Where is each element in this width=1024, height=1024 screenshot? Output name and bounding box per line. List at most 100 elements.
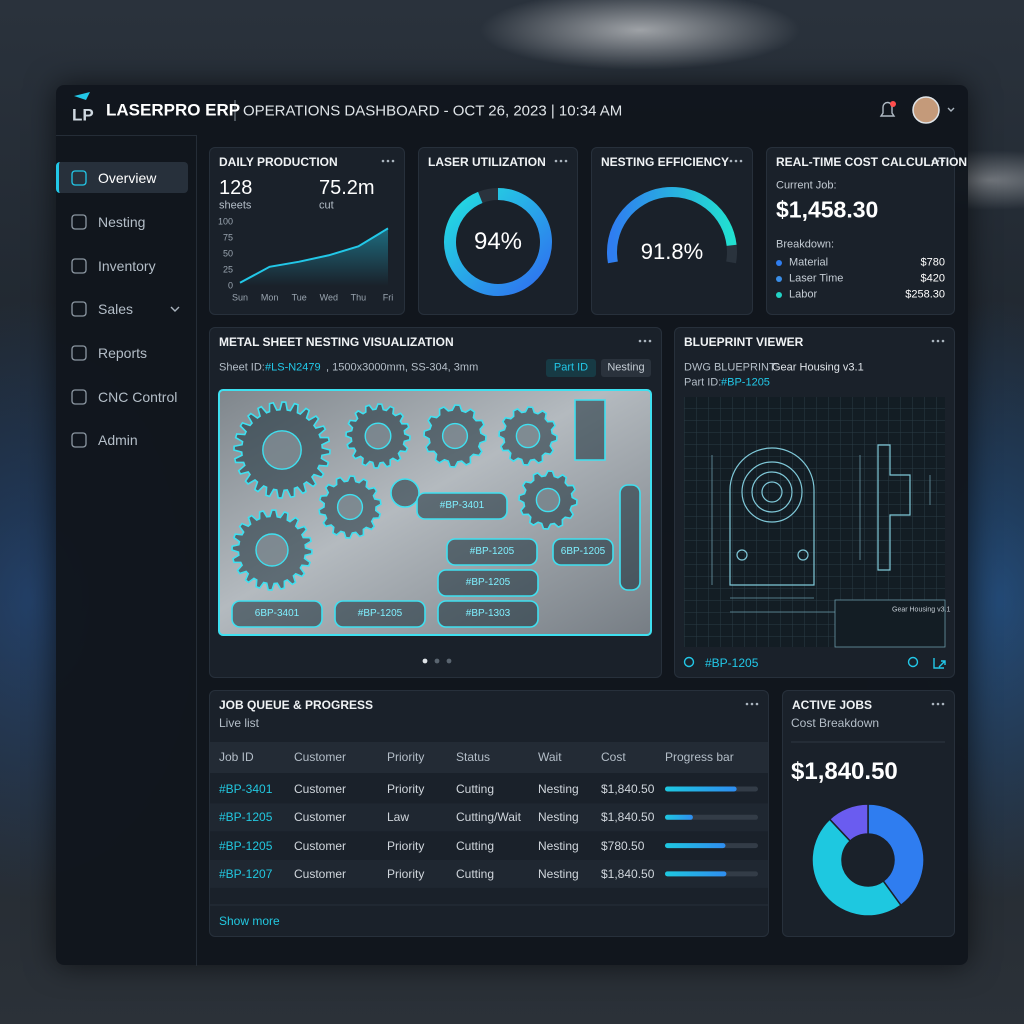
more-menu[interactable] [745, 702, 759, 706]
menu-dot [936, 702, 940, 706]
show-more[interactable]: Show more [219, 914, 280, 928]
cell: Customer [294, 866, 347, 881]
menu-dot [729, 159, 733, 163]
nav-item[interactable]: Sales [98, 301, 134, 317]
cell: #BP-3401 [219, 782, 273, 796]
nav-item[interactable]: Inventory [98, 258, 156, 274]
stat-label: sheets [219, 199, 252, 212]
more-menu[interactable] [381, 159, 395, 163]
x-tick-label: Thu [350, 292, 367, 303]
nav-item[interactable]: Admin [98, 432, 138, 448]
cell: Nesting [538, 838, 579, 853]
nav-icon [71, 170, 87, 186]
donut-segment [828, 803, 869, 843]
cell: Customer [294, 782, 347, 796]
card-title: JOB QUEUE & PROGRESS [219, 698, 374, 712]
cell: Customer [294, 838, 347, 853]
title-block-text: Gear Housing v3.1 [892, 606, 951, 614]
card-title: NESTING EFFICIENCY [601, 155, 730, 169]
arc-value [607, 187, 737, 264]
column-header: Job ID [219, 750, 254, 764]
stat-value: 75.2m [319, 177, 375, 199]
part-slot [437, 569, 539, 597]
part-label: #BP-1205 [357, 608, 403, 619]
part-slot [446, 538, 538, 566]
menu-dot [734, 159, 738, 163]
card-title: BLUEPRINT VIEWER [684, 335, 804, 349]
nav-item[interactable]: Overview [98, 170, 157, 186]
nav-icon [71, 214, 87, 230]
title-block [834, 599, 946, 648]
zoom-in-icon[interactable] [907, 656, 919, 668]
cell: Nesting [538, 866, 579, 881]
gear-hub [441, 422, 469, 450]
more-menu[interactable] [729, 159, 743, 163]
nav-item[interactable]: Reports [98, 345, 148, 361]
progress-bar [665, 871, 727, 877]
sidebar [56, 135, 197, 966]
card-title: DAILY PRODUCTION [219, 155, 338, 169]
legend-dot [776, 292, 782, 298]
cell: #BP-1205 [219, 810, 273, 825]
breakdown-value: $420 [920, 272, 945, 285]
bar-part [619, 484, 641, 591]
legend-dot [776, 260, 782, 266]
side-view [877, 444, 911, 571]
part-label: #BP-1205 [465, 577, 511, 588]
menu-dot [643, 339, 647, 343]
more-menu[interactable] [931, 339, 945, 343]
more-menu[interactable] [931, 702, 945, 706]
page-dot[interactable] [446, 658, 452, 664]
tab-label[interactable]: Nesting [607, 361, 645, 374]
logo: LP [72, 105, 94, 125]
nav-icon [71, 301, 87, 317]
line-area [240, 228, 388, 286]
nav-item[interactable]: Nesting [98, 214, 146, 230]
avatar[interactable] [912, 96, 940, 124]
column-header: Wait [538, 750, 562, 764]
more-menu[interactable] [931, 159, 945, 163]
active-amount: $1,840.50 [791, 758, 898, 785]
tab-label[interactable]: Part ID [553, 361, 589, 374]
column-header: Cost [601, 750, 626, 764]
breakdown-name: Labor [789, 288, 818, 301]
sales-chevron [170, 306, 180, 312]
dimension-lines [711, 455, 931, 613]
bell-icon[interactable] [879, 101, 896, 117]
menu-dot [638, 339, 642, 343]
gear-hub [262, 430, 302, 470]
breakdown-value: $258.30 [905, 288, 945, 301]
cell: $780.50 [601, 838, 645, 853]
page-dot[interactable] [434, 658, 440, 664]
logo-mark [74, 92, 90, 100]
menu-dot [559, 159, 563, 163]
zoom-icon[interactable] [683, 656, 695, 668]
column-header: Customer [294, 750, 347, 764]
tab[interactable] [546, 359, 596, 377]
page-dot[interactable] [422, 658, 428, 664]
more-menu[interactable] [638, 339, 652, 343]
bracket-part [574, 399, 606, 461]
sheet-label: Sheet ID: [219, 361, 265, 374]
nav-icon [71, 432, 87, 448]
tab[interactable] [601, 359, 651, 377]
menu-dot [941, 339, 945, 343]
nav-icon [71, 389, 87, 405]
table-header [210, 742, 768, 773]
avatar-chevron [947, 107, 955, 112]
header-title: OPERATIONS DASHBOARD - OCT 26, 2023 | 10… [243, 102, 623, 120]
menu-dot [564, 159, 568, 163]
cost-card [766, 147, 955, 315]
card-subtitle: Cost Breakdown [791, 716, 880, 730]
menu-dot [936, 339, 940, 343]
column-header: Status [456, 750, 491, 764]
cell: $1,840.50 [601, 866, 655, 881]
sheet-id: #LS-N2479 [265, 361, 321, 374]
nav-item[interactable]: CNC Control [98, 389, 178, 405]
nav-active-bg [56, 162, 188, 193]
cell: Nesting [538, 810, 579, 825]
open-icon[interactable] [933, 658, 946, 669]
more-menu[interactable] [554, 159, 568, 163]
